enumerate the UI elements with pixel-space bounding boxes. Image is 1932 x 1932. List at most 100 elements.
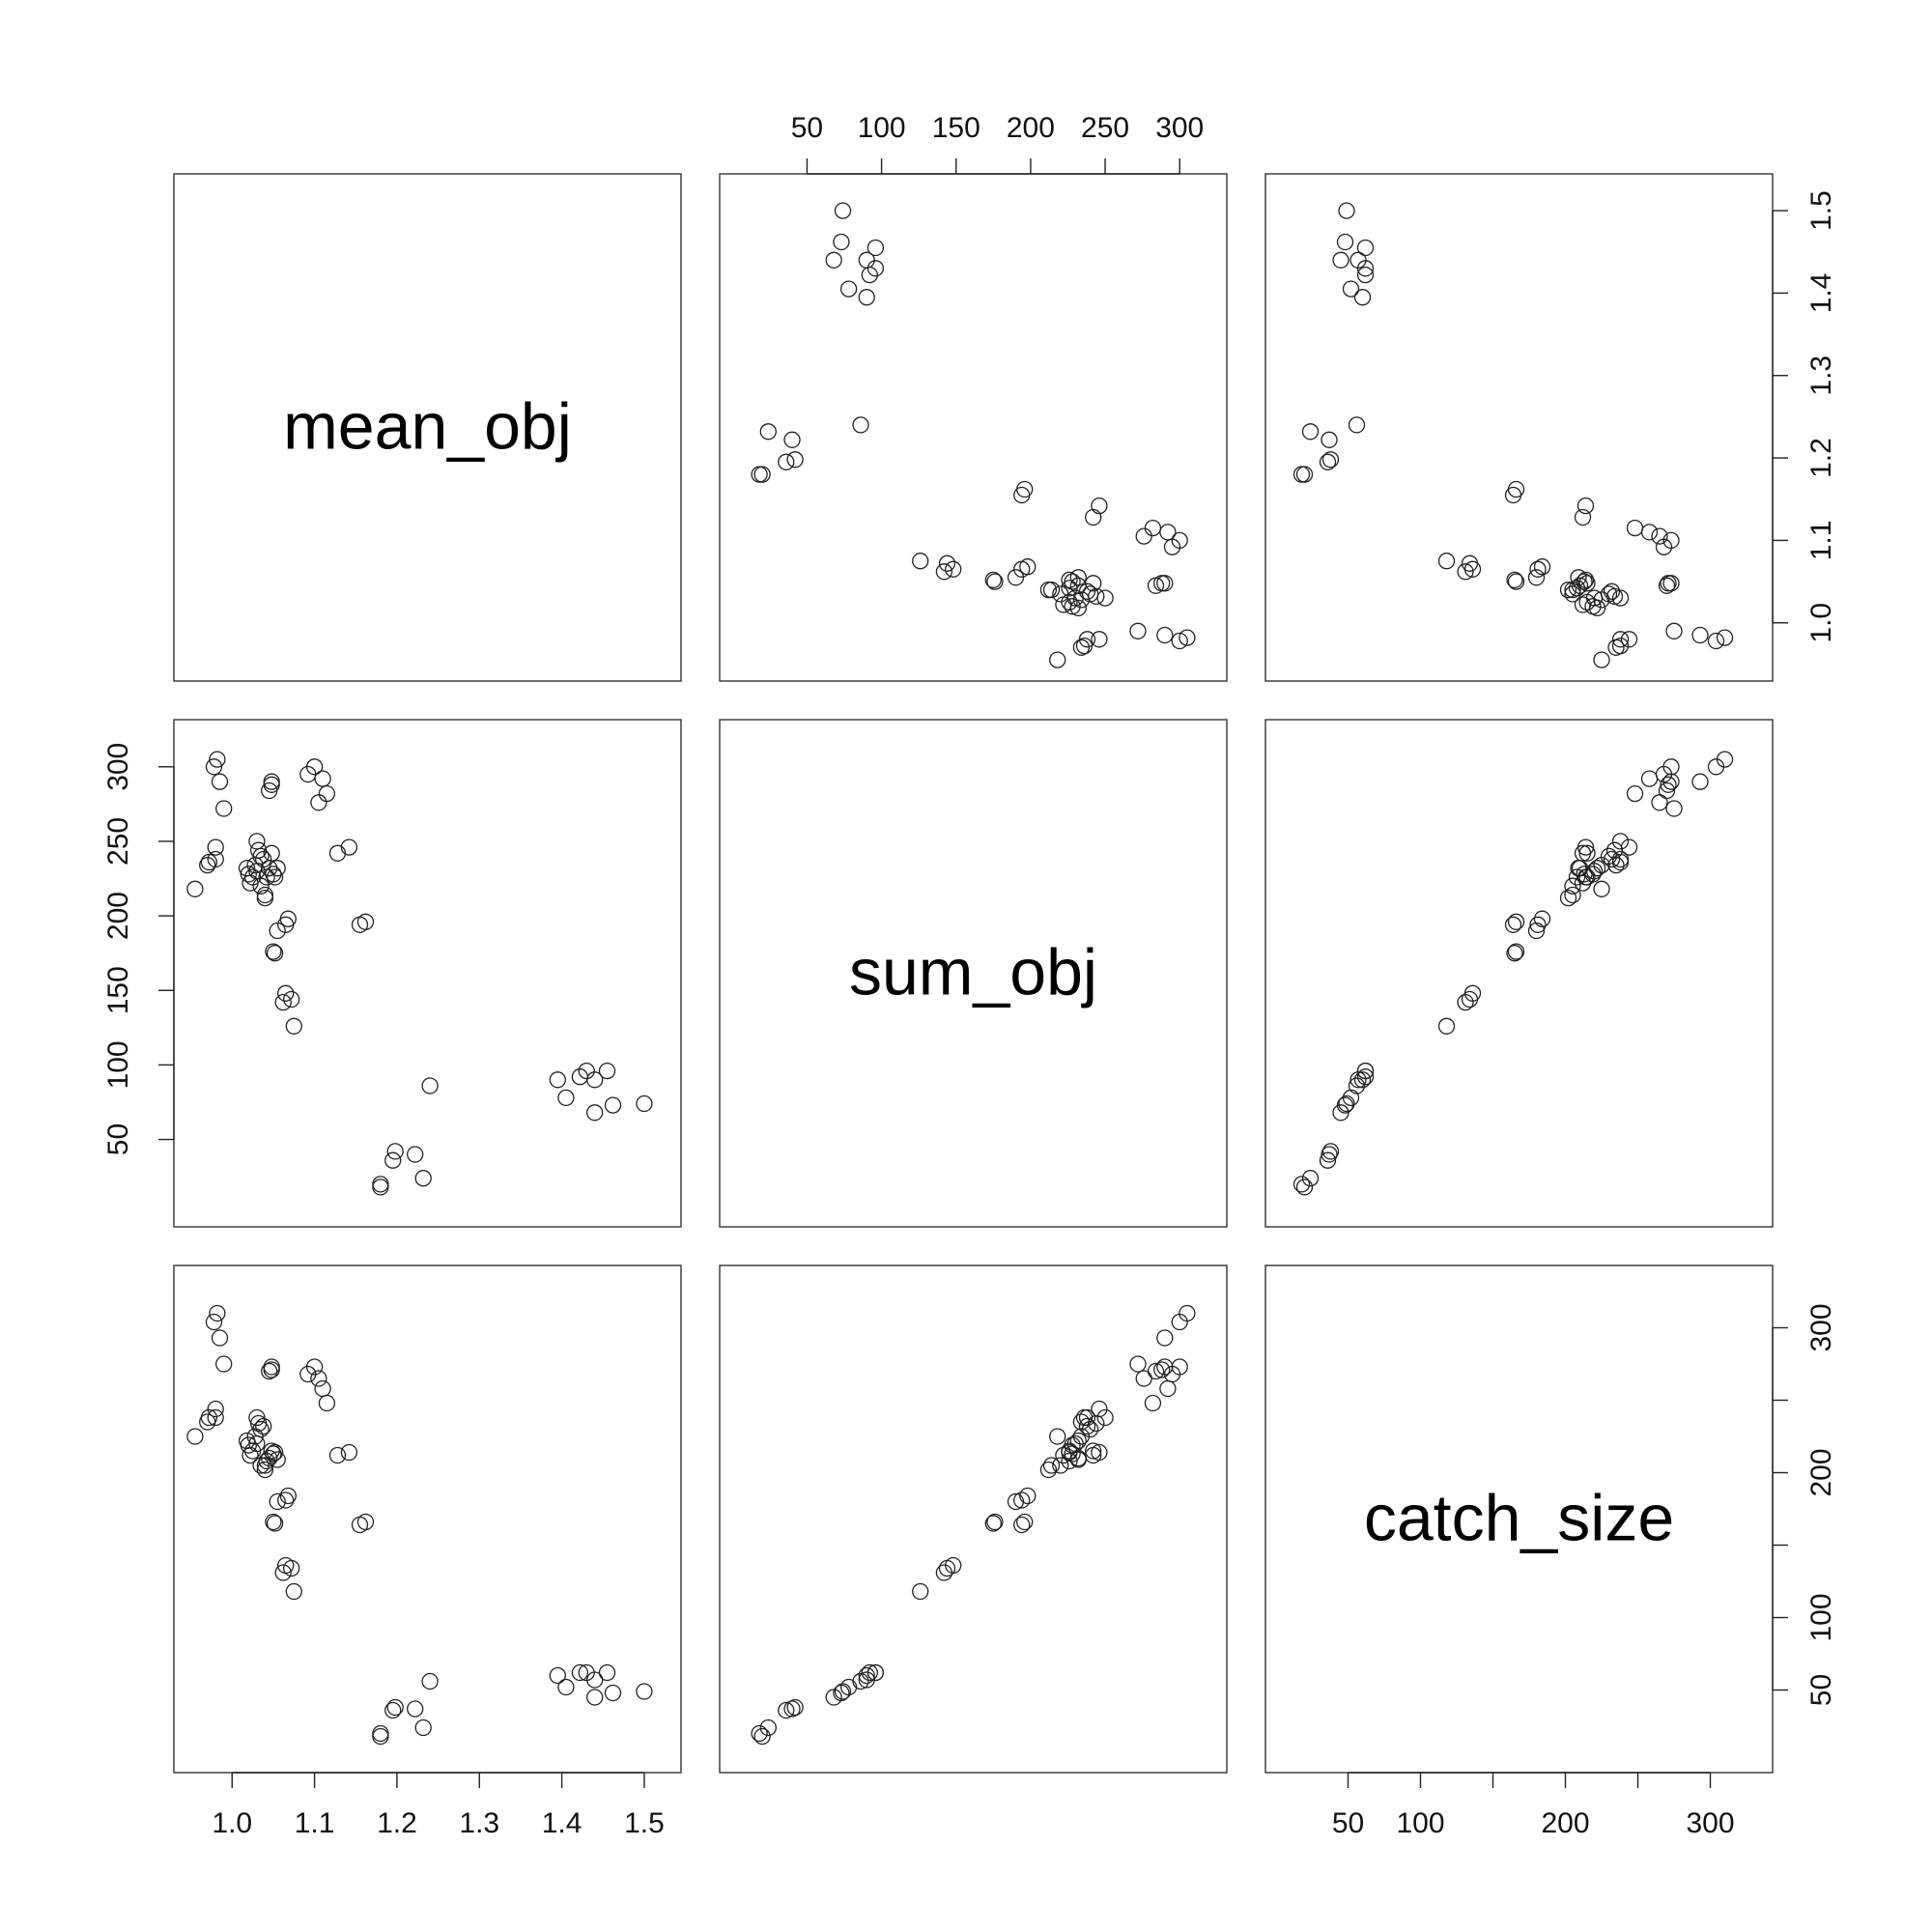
point-catch_size-vs-mean_obj-5 xyxy=(205,1313,223,1331)
point-sum_obj-vs-mean_obj-46 xyxy=(340,838,358,856)
point-catch_size-vs-mean_obj-62 xyxy=(598,1663,616,1682)
point-catch_size-vs-mean_obj-6 xyxy=(207,1400,224,1418)
point-sum_obj-vs-catch_size-25 xyxy=(1576,866,1593,883)
point-catch_size-vs-sum_obj-39 xyxy=(1153,1361,1171,1378)
point-mean_obj-vs-catch_size-0 xyxy=(1593,651,1610,668)
point-mean_obj-vs-sum_obj-37 xyxy=(945,560,962,578)
point-catch_size-vs-mean_obj-8 xyxy=(215,1355,233,1373)
x-tick-label-catch_size-0: 50 xyxy=(1332,1807,1364,1839)
point-sum_obj-vs-mean_obj-31 xyxy=(265,943,282,960)
point-sum_obj-vs-mean_obj-1 xyxy=(199,856,216,874)
point-sum_obj-vs-mean_obj-32 xyxy=(269,922,286,940)
point-mean_obj-vs-catch_size-6 xyxy=(1620,631,1638,648)
point-catch_size-vs-mean_obj-33 xyxy=(277,1492,295,1509)
point-catch_size-vs-sum_obj-51 xyxy=(778,1701,795,1719)
point-sum_obj-vs-mean_obj-18 xyxy=(255,850,272,868)
point-catch_size-vs-mean_obj-52 xyxy=(386,1698,404,1717)
point-mean_obj-vs-catch_size-61 xyxy=(1332,251,1350,269)
point-catch_size-vs-sum_obj-20 xyxy=(1052,1457,1069,1474)
point-catch_size-vs-mean_obj-50 xyxy=(372,1727,389,1746)
point-catch_size-vs-sum_obj-8 xyxy=(1129,1355,1147,1373)
point-sum_obj-vs-catch_size-64 xyxy=(1338,1094,1355,1113)
point-sum_obj-vs-mean_obj-8 xyxy=(215,800,233,817)
point-mean_obj-vs-sum_obj-38 xyxy=(912,553,929,570)
point-mean_obj-vs-catch_size-31 xyxy=(1507,573,1525,590)
point-sum_obj-vs-mean_obj-44 xyxy=(318,784,336,803)
point-sum_obj-vs-mean_obj-24 xyxy=(263,844,280,862)
point-catch_size-vs-mean_obj-36 xyxy=(274,1564,292,1581)
point-mean_obj-vs-sum_obj-43 xyxy=(1135,527,1152,545)
point-mean_obj-vs-catch_size-3 xyxy=(1611,631,1630,648)
point-catch_size-vs-mean_obj-42 xyxy=(314,1379,331,1398)
point-catch_size-vs-mean_obj-3 xyxy=(207,1408,224,1427)
point-catch_size-vs-sum_obj-21 xyxy=(1061,1452,1078,1470)
point-catch_size-vs-mean_obj-16 xyxy=(252,1420,270,1438)
point-sum_obj-vs-catch_size-50 xyxy=(1293,1176,1311,1193)
point-mean_obj-vs-sum_obj-6 xyxy=(1091,631,1108,648)
point-sum_obj-vs-mean_obj-5 xyxy=(205,758,223,776)
point-catch_size-vs-sum_obj-42 xyxy=(1159,1379,1177,1398)
point-mean_obj-vs-sum_obj-31 xyxy=(986,573,1004,590)
point-catch_size-vs-mean_obj-46 xyxy=(340,1443,358,1462)
point-mean_obj-vs-sum_obj-44 xyxy=(1144,519,1162,537)
point-sum_obj-vs-mean_obj-4 xyxy=(209,751,226,768)
point-sum_obj-vs-catch_size-52 xyxy=(1321,1143,1340,1160)
point-sum_obj-vs-catch_size-0 xyxy=(1593,880,1610,897)
point-catch_size-vs-sum_obj-56 xyxy=(858,1666,875,1685)
point-mean_obj-vs-sum_obj-64 xyxy=(834,202,852,219)
point-catch_size-vs-sum_obj-47 xyxy=(1013,1516,1031,1534)
point-catch_size-vs-sum_obj-53 xyxy=(783,1700,801,1718)
point-mean_obj-vs-sum_obj-4 xyxy=(1179,629,1196,646)
point-mean_obj-vs-catch_size-63 xyxy=(1336,233,1354,251)
point-catch_size-vs-mean_obj-57 xyxy=(557,1678,575,1696)
point-catch_size-vs-mean_obj-7 xyxy=(211,1329,229,1347)
point-catch_size-vs-sum_obj-49 xyxy=(751,1724,768,1743)
point-catch_size-vs-sum_obj-30 xyxy=(984,1515,1002,1532)
point-mean_obj-vs-catch_size-64 xyxy=(1338,202,1355,219)
point-mean_obj-vs-sum_obj-8 xyxy=(1129,622,1147,639)
point-catch_size-vs-mean_obj-41 xyxy=(305,1358,324,1376)
point-catch_size-vs-mean_obj-2 xyxy=(200,1408,218,1427)
point-catch_size-vs-mean_obj-53 xyxy=(407,1700,424,1718)
point-catch_size-vs-sum_obj-58 xyxy=(861,1663,878,1682)
point-catch_size-vs-sum_obj-24 xyxy=(1085,1442,1102,1460)
point-mean_obj-vs-catch_size-62 xyxy=(1356,239,1375,257)
point-mean_obj-vs-sum_obj-46 xyxy=(1091,497,1108,515)
point-mean_obj-vs-sum_obj-27 xyxy=(1069,569,1087,586)
point-mean_obj-vs-sum_obj-41 xyxy=(1171,531,1188,550)
axes-layer: 1.0 1.1 1.2 1.3 1.4 1.5 50 100 150 200 250 300 50 100… xyxy=(102,112,1837,1839)
point-catch_size-vs-mean_obj-56 xyxy=(549,1666,566,1685)
point-sum_obj-vs-catch_size-54 xyxy=(1301,1170,1320,1187)
point-catch_size-vs-mean_obj-30 xyxy=(266,1515,284,1532)
point-mean_obj-vs-sum_obj-57 xyxy=(839,280,858,298)
point-mean_obj-vs-sum_obj-61 xyxy=(825,251,842,269)
point-mean_obj-vs-sum_obj-10 xyxy=(1069,599,1087,617)
point-catch_size-vs-sum_obj-6 xyxy=(1091,1400,1108,1418)
point-mean_obj-vs-sum_obj-29 xyxy=(1156,575,1174,592)
point-sum_obj-vs-mean_obj-54 xyxy=(414,1170,432,1187)
point-catch_size-vs-sum_obj-16 xyxy=(1081,1420,1099,1438)
x-tick-label-sum_obj-5: 300 xyxy=(1155,112,1204,144)
point-sum_obj-vs-catch_size-41 xyxy=(1662,758,1680,776)
point-sum_obj-vs-catch_size-58 xyxy=(1356,1068,1375,1086)
point-mean_obj-vs-catch_size-5 xyxy=(1707,632,1725,650)
y-tick-label-catch_size-0: 50 xyxy=(1805,1674,1837,1706)
panel-sum_obj-vs-sum_obj xyxy=(719,719,1228,1228)
point-catch_size-vs-mean_obj-45 xyxy=(328,1446,347,1464)
point-mean_obj-vs-catch_size-43 xyxy=(1651,527,1668,545)
x-tick-label-mean_obj-4: 1.4 xyxy=(542,1807,582,1839)
point-sum_obj-vs-mean_obj-63 xyxy=(604,1096,622,1114)
point-mean_obj-vs-catch_size-41 xyxy=(1662,531,1680,550)
point-mean_obj-vs-sum_obj-63 xyxy=(833,233,850,251)
point-sum_obj-vs-mean_obj-17 xyxy=(248,833,266,850)
point-mean_obj-vs-catch_size-48 xyxy=(1507,480,1525,498)
x-tick-label-mean_obj-5: 1.5 xyxy=(624,1807,665,1839)
y-tick-label-sum_obj-2: 150 xyxy=(102,966,134,1014)
point-sum_obj-vs-catch_size-43 xyxy=(1651,794,1668,811)
point-catch_size-vs-sum_obj-41 xyxy=(1171,1358,1188,1376)
point-sum_obj-vs-catch_size-46 xyxy=(1577,838,1595,856)
point-mean_obj-vs-sum_obj-51 xyxy=(778,453,795,470)
point-sum_obj-vs-mean_obj-52 xyxy=(386,1143,404,1160)
y-tick-label-sum_obj-4: 250 xyxy=(102,817,134,866)
point-sum_obj-vs-mean_obj-0 xyxy=(186,880,204,897)
